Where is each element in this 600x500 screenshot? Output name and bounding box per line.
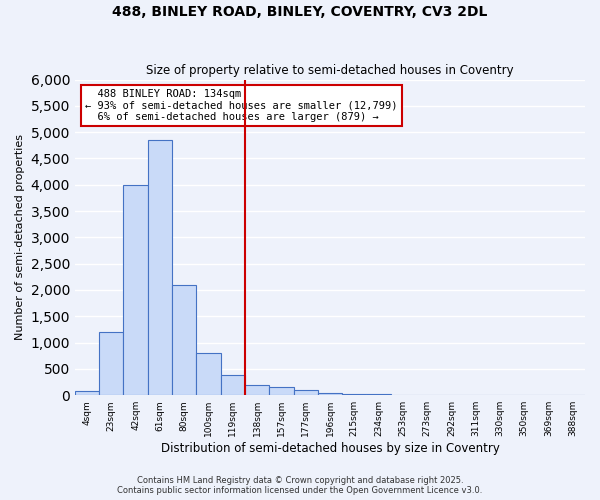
- Bar: [124, 185, 148, 395]
- Text: 488, BINLEY ROAD, BINLEY, COVENTRY, CV3 2DL: 488, BINLEY ROAD, BINLEY, COVENTRY, CV3 …: [112, 5, 488, 19]
- Y-axis label: Number of semi-detached properties: Number of semi-detached properties: [15, 134, 25, 340]
- Bar: [196, 353, 221, 395]
- Text: Contains HM Land Registry data © Crown copyright and database right 2025.
Contai: Contains HM Land Registry data © Crown c…: [118, 476, 482, 495]
- Bar: [148, 140, 172, 395]
- Bar: [342, 394, 367, 395]
- Title: Size of property relative to semi-detached houses in Coventry: Size of property relative to semi-detach…: [146, 64, 514, 77]
- Bar: [367, 394, 391, 395]
- Bar: [318, 392, 342, 395]
- Bar: [99, 332, 124, 395]
- X-axis label: Distribution of semi-detached houses by size in Coventry: Distribution of semi-detached houses by …: [161, 442, 499, 455]
- Bar: [75, 392, 99, 395]
- Bar: [245, 385, 269, 395]
- Text: 488 BINLEY ROAD: 134sqm
← 93% of semi-detached houses are smaller (12,799)
  6% : 488 BINLEY ROAD: 134sqm ← 93% of semi-de…: [85, 89, 398, 122]
- Bar: [221, 375, 245, 395]
- Bar: [269, 388, 293, 395]
- Bar: [172, 284, 196, 395]
- Bar: [293, 390, 318, 395]
- Bar: [391, 394, 415, 395]
